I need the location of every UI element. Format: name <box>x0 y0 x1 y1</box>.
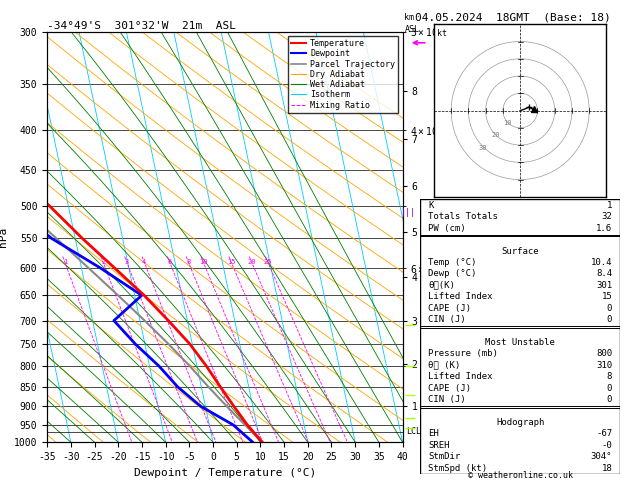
Text: -0: -0 <box>601 441 612 450</box>
Text: |||: ||| <box>401 208 416 217</box>
Text: 10: 10 <box>199 260 208 265</box>
Text: 0: 0 <box>607 383 612 393</box>
Text: EH: EH <box>428 430 439 438</box>
Text: 304°: 304° <box>591 452 612 461</box>
Text: 3: 3 <box>125 260 129 265</box>
Legend: Temperature, Dewpoint, Parcel Trajectory, Dry Adiabat, Wet Adiabat, Isotherm, Mi: Temperature, Dewpoint, Parcel Trajectory… <box>287 36 398 113</box>
Text: 800: 800 <box>596 349 612 358</box>
Text: θᴄ(K): θᴄ(K) <box>428 281 455 290</box>
Text: CIN (J): CIN (J) <box>428 315 466 324</box>
Text: Surface: Surface <box>501 247 539 256</box>
Text: 25: 25 <box>264 260 272 265</box>
Text: 18: 18 <box>601 464 612 473</box>
Text: 301: 301 <box>596 281 612 290</box>
Text: 1: 1 <box>63 260 67 265</box>
Text: © weatheronline.co.uk: © weatheronline.co.uk <box>468 471 572 480</box>
Text: 10: 10 <box>503 120 512 126</box>
Text: 32: 32 <box>601 212 612 221</box>
Text: 310: 310 <box>596 361 612 370</box>
Text: CIN (J): CIN (J) <box>428 395 466 404</box>
Text: 0: 0 <box>607 315 612 324</box>
Text: CAPE (J): CAPE (J) <box>428 383 471 393</box>
Text: 1: 1 <box>607 201 612 209</box>
Text: SREH: SREH <box>428 441 450 450</box>
Text: PW (cm): PW (cm) <box>428 224 466 232</box>
Text: -34°49'S  301°32'W  21m  ASL: -34°49'S 301°32'W 21m ASL <box>47 21 236 31</box>
Text: 04.05.2024  18GMT  (Base: 18): 04.05.2024 18GMT (Base: 18) <box>415 12 611 22</box>
Text: LCL: LCL <box>406 427 421 436</box>
Text: 4: 4 <box>142 260 147 265</box>
Text: 8: 8 <box>607 372 612 381</box>
Y-axis label: hPa: hPa <box>0 227 8 247</box>
Text: Pressure (mb): Pressure (mb) <box>428 349 498 358</box>
Text: 6: 6 <box>168 260 172 265</box>
Text: Totals Totals: Totals Totals <box>428 212 498 221</box>
Text: 20: 20 <box>491 132 499 139</box>
Text: Temp (°C): Temp (°C) <box>428 258 477 267</box>
Text: Dewp (°C): Dewp (°C) <box>428 269 477 278</box>
Text: kt: kt <box>437 30 447 38</box>
Text: 10.4: 10.4 <box>591 258 612 267</box>
Text: StmDir: StmDir <box>428 452 460 461</box>
Text: 8.4: 8.4 <box>596 269 612 278</box>
Text: 15: 15 <box>227 260 235 265</box>
Text: 30: 30 <box>479 145 487 151</box>
Text: ASL: ASL <box>404 25 420 34</box>
Text: 8: 8 <box>186 260 191 265</box>
Text: 0: 0 <box>607 304 612 312</box>
Text: km: km <box>404 13 415 22</box>
Text: Hodograph: Hodograph <box>496 418 544 427</box>
Text: Most Unstable: Most Unstable <box>485 338 555 347</box>
Text: Lifted Index: Lifted Index <box>428 372 493 381</box>
X-axis label: Dewpoint / Temperature (°C): Dewpoint / Temperature (°C) <box>134 468 316 478</box>
Text: K: K <box>428 201 433 209</box>
Text: 2: 2 <box>101 260 105 265</box>
Text: 20: 20 <box>247 260 256 265</box>
Text: θᴄ (K): θᴄ (K) <box>428 361 460 370</box>
Text: Lifted Index: Lifted Index <box>428 292 493 301</box>
Text: 15: 15 <box>601 292 612 301</box>
Text: StmSpd (kt): StmSpd (kt) <box>428 464 487 473</box>
Text: 0: 0 <box>607 395 612 404</box>
Text: CAPE (J): CAPE (J) <box>428 304 471 312</box>
Text: -67: -67 <box>596 430 612 438</box>
Text: 1.6: 1.6 <box>596 224 612 232</box>
